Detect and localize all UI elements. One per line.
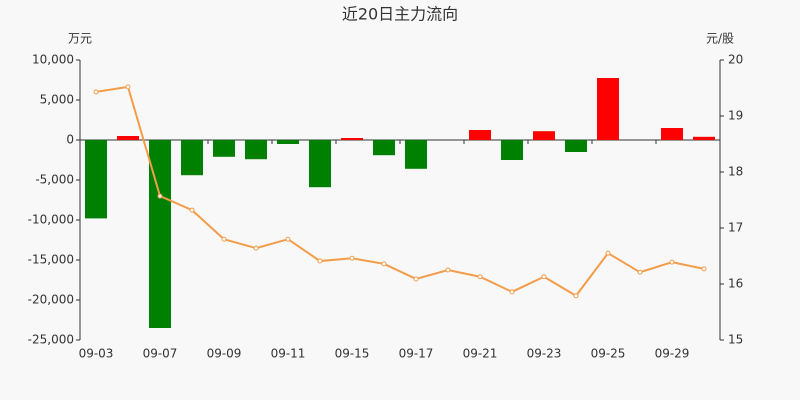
x-tick-label: 09-07: [143, 347, 178, 361]
price-point: [125, 84, 131, 90]
y-tick-label: 0: [66, 133, 74, 147]
bar: [341, 138, 363, 140]
y-unit: 万元: [68, 32, 92, 46]
price-point: [285, 236, 291, 242]
chart-title: 近20日主力流向: [342, 5, 458, 24]
x-tick-label: 09-29: [655, 347, 690, 361]
bar: [117, 136, 139, 140]
bar: [277, 140, 299, 144]
bar: [501, 140, 523, 160]
bar: [85, 140, 107, 219]
bar: [213, 140, 235, 157]
x-tick-label: 09-23: [527, 347, 562, 361]
x-tick-label: 09-25: [591, 347, 626, 361]
y-tick-label: -5,000: [35, 173, 74, 187]
y2-tick-label: 20: [728, 53, 743, 67]
price-point: [637, 269, 643, 275]
y2-tick-label: 16: [728, 277, 743, 291]
bar: [533, 131, 555, 140]
price-point: [221, 236, 227, 242]
bar: [373, 140, 395, 156]
bar: [693, 136, 715, 140]
x-tick-label: 09-11: [271, 347, 306, 361]
price-point: [413, 276, 419, 282]
bar: [565, 140, 587, 152]
price-point: [445, 267, 451, 273]
y2-tick-label: 15: [728, 333, 743, 347]
y-tick-label: -20,000: [28, 293, 74, 307]
y2-unit: 元/股: [706, 32, 734, 46]
y-tick-label: -25,000: [28, 333, 74, 347]
bar: [309, 140, 331, 188]
price-point: [253, 245, 259, 251]
x-tick-label: 09-15: [335, 347, 370, 361]
price-point: [349, 255, 355, 261]
x-tick-label: 09-21: [463, 347, 498, 361]
y2-tick-label: 19: [728, 109, 743, 123]
y2-tick-label: 17: [728, 221, 743, 235]
price-point: [605, 250, 611, 256]
bar: [469, 130, 491, 140]
bar: [181, 140, 203, 176]
price-point: [189, 207, 195, 213]
price-point: [669, 259, 675, 265]
price-point: [701, 266, 707, 272]
x-tick-label: 09-17: [399, 347, 434, 361]
y2-tick-label: 18: [728, 165, 743, 179]
y-tick-label: -10,000: [28, 213, 74, 227]
bar: [149, 140, 171, 328]
bar: [597, 78, 619, 140]
price-point: [509, 289, 515, 295]
bar: [661, 128, 683, 140]
price-point: [93, 89, 99, 95]
price-point: [573, 293, 579, 299]
x-tick-label: 09-03: [79, 347, 114, 361]
y-tick-label: 5,000: [40, 93, 74, 107]
bar: [245, 140, 267, 160]
price-point: [541, 274, 547, 280]
price-point: [317, 258, 323, 264]
price-point: [477, 274, 483, 280]
bar: [405, 140, 427, 169]
price-point: [381, 261, 387, 267]
x-tick-label: 09-09: [207, 347, 242, 361]
price-point: [157, 193, 163, 199]
y-tick-label: -15,000: [28, 253, 74, 267]
y-tick-label: 10,000: [32, 53, 74, 67]
price-line: [95, 85, 705, 298]
